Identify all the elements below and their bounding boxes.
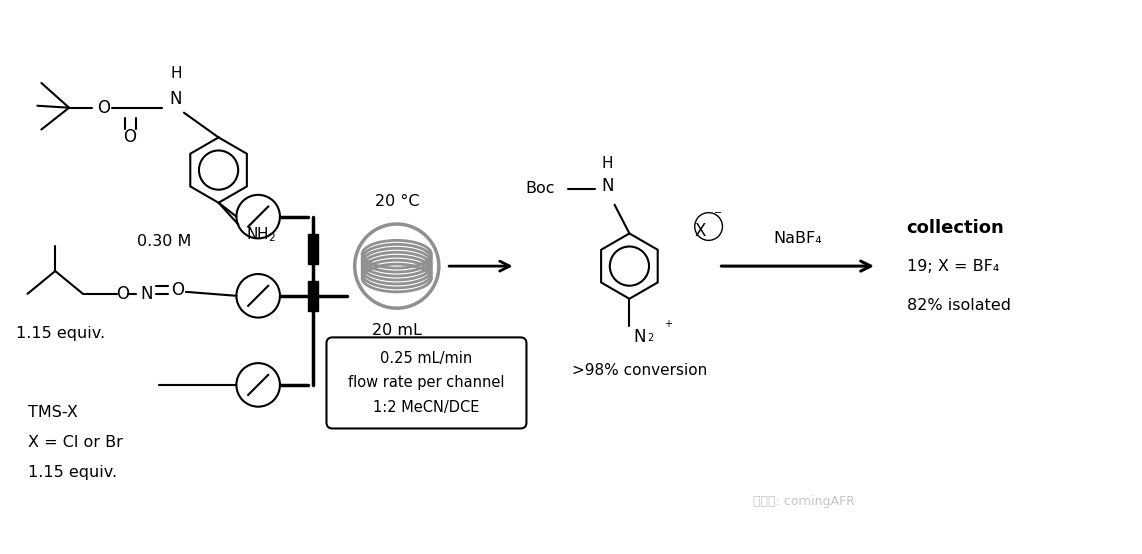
Bar: [307, 234, 317, 264]
Text: >98% conversion: >98% conversion: [572, 362, 707, 378]
Text: $^+$: $^+$: [662, 319, 673, 332]
Text: 微信号: corningAFR: 微信号: corningAFR: [754, 495, 855, 508]
Text: 1.15 equiv.: 1.15 equiv.: [16, 326, 105, 341]
Text: flow rate per channel: flow rate per channel: [348, 376, 505, 391]
Text: X: X: [695, 223, 707, 240]
FancyBboxPatch shape: [327, 337, 526, 428]
Text: X = Cl or Br: X = Cl or Br: [27, 435, 122, 450]
Text: 0.25 mL/min: 0.25 mL/min: [380, 351, 473, 366]
Text: 19; X = BF₄: 19; X = BF₄: [907, 259, 999, 274]
Text: O: O: [116, 285, 129, 303]
Text: 1:2 MeCN/DCE: 1:2 MeCN/DCE: [373, 400, 480, 415]
Text: TMS-X: TMS-X: [27, 405, 78, 420]
Bar: [307, 281, 317, 311]
Text: O: O: [123, 129, 136, 146]
Text: 20 mL: 20 mL: [372, 323, 421, 338]
Text: H: H: [170, 66, 182, 81]
Text: collection: collection: [907, 219, 1004, 238]
Text: 1.15 equiv.: 1.15 equiv.: [27, 464, 116, 480]
Text: 0.30 M: 0.30 M: [137, 234, 192, 249]
Text: NH$_2$: NH$_2$: [247, 225, 276, 244]
Text: NaBF₄: NaBF₄: [773, 231, 822, 246]
Text: Boc: Boc: [525, 181, 555, 196]
Text: $^-$: $^-$: [711, 209, 722, 224]
Text: N: N: [140, 285, 153, 303]
Text: N: N: [170, 90, 183, 107]
Text: 82% isolated: 82% isolated: [907, 298, 1011, 313]
Text: O: O: [97, 99, 111, 117]
Text: O: O: [171, 281, 185, 299]
Text: N: N: [602, 177, 614, 195]
Text: N: N: [634, 329, 646, 346]
Text: 20 °C: 20 °C: [375, 194, 419, 209]
Text: H: H: [602, 156, 613, 171]
Text: $_2$: $_2$: [648, 330, 654, 345]
